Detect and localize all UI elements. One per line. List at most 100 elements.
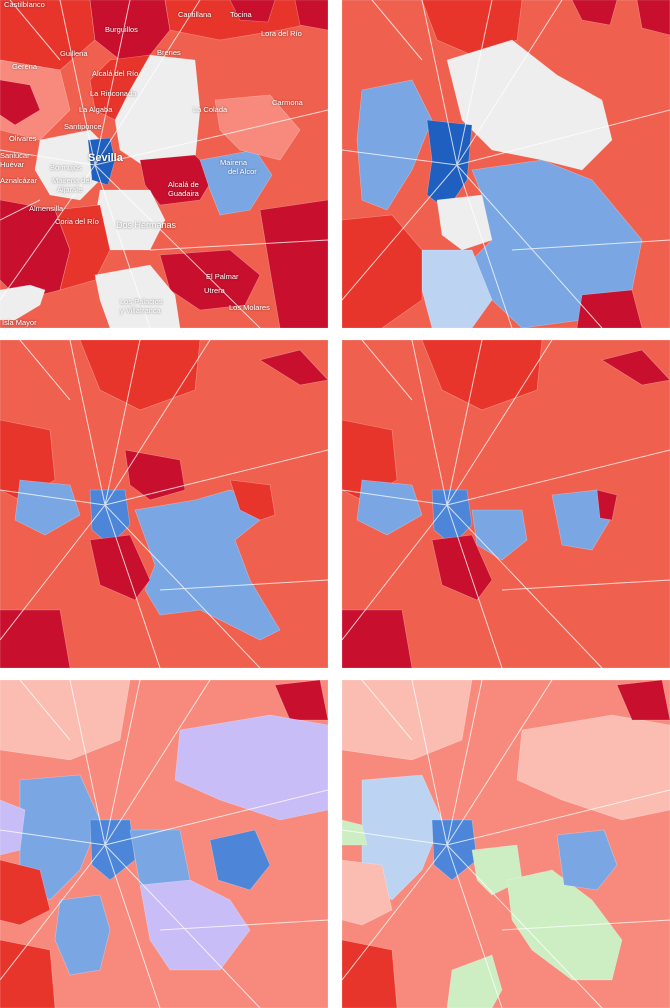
map-panel-4[interactable] xyxy=(342,340,670,668)
region xyxy=(576,289,643,328)
region xyxy=(342,214,423,328)
region xyxy=(446,39,613,171)
region xyxy=(0,799,26,856)
place-label: Burguillos xyxy=(105,25,138,34)
place-label: Lora del Río xyxy=(261,29,302,38)
place-label: Olivares xyxy=(9,134,37,143)
city-label: Sevilla xyxy=(88,152,123,164)
region xyxy=(342,680,473,761)
place-label: del Alcor xyxy=(228,167,257,176)
road-network xyxy=(0,340,328,668)
map-panel-6[interactable] xyxy=(342,680,670,1008)
region xyxy=(596,489,618,521)
region xyxy=(342,609,413,668)
region xyxy=(342,859,393,926)
region xyxy=(214,94,301,161)
place-label: La Algaba xyxy=(79,105,113,114)
place-label: Guillena xyxy=(60,49,88,58)
region xyxy=(89,54,151,121)
region xyxy=(571,0,618,26)
place-label: Cantillana xyxy=(178,10,212,19)
region xyxy=(259,349,328,386)
road-network xyxy=(342,0,670,328)
region xyxy=(421,340,543,411)
region xyxy=(342,939,398,1008)
map-panel-1-svg xyxy=(0,0,328,328)
place-label: y Villafranca xyxy=(120,306,161,315)
place-label: Coria del Río xyxy=(55,217,99,226)
place-label: Dos Hermanas xyxy=(116,220,177,230)
place-label: Los Molares xyxy=(229,303,270,312)
place-label: La Rinconada xyxy=(90,89,137,98)
place-label: Aljarafe xyxy=(57,185,83,194)
region xyxy=(636,0,670,36)
region xyxy=(0,284,46,321)
region xyxy=(87,137,116,186)
region xyxy=(431,489,473,546)
region xyxy=(124,449,186,501)
region xyxy=(0,609,71,668)
region xyxy=(259,199,328,328)
region xyxy=(436,194,493,251)
region xyxy=(0,939,56,1008)
road-network xyxy=(0,0,328,328)
place-label: Alcalá del Río xyxy=(92,69,139,78)
region xyxy=(431,534,493,601)
place-label: Almensilla xyxy=(29,204,64,213)
map-panel-2[interactable] xyxy=(342,0,670,328)
road-network xyxy=(342,680,670,1008)
region xyxy=(551,489,611,551)
place-label: Utrera xyxy=(204,286,225,295)
region xyxy=(616,680,670,721)
place-label: Sanlúcar xyxy=(0,151,30,160)
map-panel-1[interactable]: Castilblanco Burguillos Cantillana Tocin… xyxy=(0,0,328,328)
place-label: Huévar xyxy=(0,160,25,169)
road-network xyxy=(0,680,328,1008)
road-network xyxy=(342,340,670,668)
map-panel-6-svg xyxy=(342,680,670,1008)
map-panel-5-svg xyxy=(0,680,328,1008)
place-label: Bormujos xyxy=(50,163,82,172)
place-label: Brenes xyxy=(157,48,181,57)
region xyxy=(209,829,271,891)
region xyxy=(54,894,111,976)
region xyxy=(89,534,151,601)
region xyxy=(556,829,618,891)
region xyxy=(0,680,131,761)
place-label: Aznalcázar xyxy=(0,176,38,185)
region xyxy=(79,340,201,411)
place-label: Gerena xyxy=(12,62,38,71)
region xyxy=(356,479,423,536)
region xyxy=(274,680,328,721)
place-label: Castilblanco xyxy=(4,0,45,9)
place-label: Carmona xyxy=(272,98,303,107)
place-label: Isla Mayor xyxy=(2,318,37,327)
map-panel-2-svg xyxy=(342,0,670,328)
map-panel-3-svg xyxy=(0,340,328,668)
region xyxy=(54,204,111,291)
region xyxy=(0,859,51,926)
region xyxy=(89,489,131,546)
place-label: Mairena del xyxy=(52,176,92,185)
region xyxy=(356,79,433,211)
place-label: La Colada xyxy=(193,105,228,114)
region xyxy=(342,819,368,846)
region xyxy=(94,264,181,328)
region xyxy=(471,509,528,561)
place-label: El Palmar xyxy=(206,272,239,281)
map-panel-4-svg xyxy=(342,340,670,668)
place-label: Guadaira xyxy=(168,189,199,198)
map-panel-5[interactable] xyxy=(0,680,328,1008)
place-label: Mairena xyxy=(220,158,248,167)
region xyxy=(294,0,328,31)
region xyxy=(229,0,276,23)
place-label: Los Palacios xyxy=(120,297,163,306)
region xyxy=(516,714,670,821)
map-panel-3[interactable] xyxy=(0,340,328,668)
place-label: Tocina xyxy=(230,10,252,19)
region xyxy=(14,479,81,536)
region xyxy=(601,349,670,386)
region xyxy=(471,159,643,328)
region xyxy=(139,879,251,971)
